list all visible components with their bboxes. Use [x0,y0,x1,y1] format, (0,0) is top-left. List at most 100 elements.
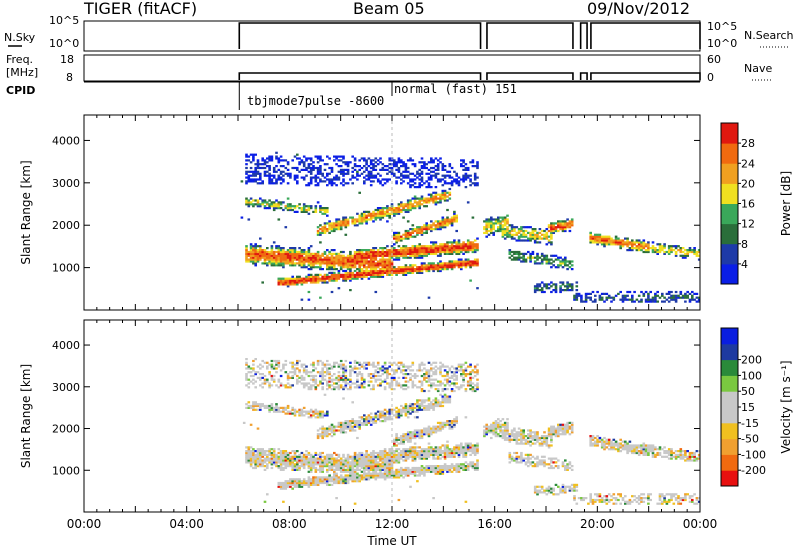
velocity-cell [259,450,262,453]
velocity-cell [319,410,322,413]
power-cell [457,249,461,252]
power-cell [450,260,454,263]
velocity-cell [360,461,364,464]
power-cell [418,168,421,171]
power-cell [476,166,479,170]
velocity-cell [406,474,410,477]
power-cell [296,258,299,261]
power-cell [409,233,412,236]
power-cell [411,184,415,187]
velocity-cell [263,457,267,460]
power-cell [259,245,262,248]
power-cell [434,191,438,194]
power-cell [307,273,311,276]
power-cell [423,252,426,255]
power-cell [434,243,438,246]
velocity-cell [302,382,306,385]
velocity-cell [363,466,366,470]
power-cell [344,258,348,261]
power-cell [397,250,401,254]
power-cell [670,294,673,297]
power-cell [552,228,555,231]
power-cell [402,237,405,240]
power-cell [282,159,285,162]
velocity-cell [358,468,361,471]
power-cell [388,157,391,160]
power-cell [453,264,456,267]
velocity-cell [344,478,348,481]
velocity-cell [305,481,308,485]
velocity-cell [356,361,359,364]
power-cell [686,250,689,254]
velocity-cell [337,466,341,470]
power-cell [277,174,281,177]
power-cell [330,180,334,183]
power-cell [319,205,322,208]
power-cell [430,170,433,173]
velocity-cell [339,466,343,470]
power-cell [600,235,604,238]
velocity-cell [404,408,408,411]
power-cell [453,250,456,254]
power-cell [393,249,396,252]
power-cell [614,235,618,238]
power-cell [259,237,262,240]
power-cell [427,178,431,181]
power-cell [369,254,373,257]
velocity-cell [337,478,341,481]
velocity-cell [339,461,343,464]
power-cell [402,273,405,276]
velocity-cell [406,404,410,408]
velocity-cell [409,468,412,471]
velocity-cell [349,474,352,477]
power-cell [254,174,257,177]
power-cell [256,249,260,252]
power-cell [406,176,410,179]
power-cell [524,258,528,261]
freq-label: Freq. [6,53,34,66]
power-cell [337,271,341,274]
power-cell [344,224,348,227]
power-cell [533,289,537,292]
velocity-cell [367,361,371,364]
power-cell [314,208,318,212]
velocity-cell [270,457,274,460]
velocity-cell [279,384,283,387]
power-cell [633,247,636,250]
power-cell [473,182,477,185]
velocity-cell [339,427,343,430]
power-cell [316,250,320,254]
velocity-cell [393,408,396,411]
velocity-cell [402,376,405,379]
velocity-cell [259,459,262,462]
power-cell [508,224,512,227]
power-cell [397,258,401,261]
velocity-cell [296,410,299,413]
power-cell [695,296,699,299]
velocity-cell [344,359,348,363]
power-cell [353,163,357,166]
power-cell [411,205,415,208]
velocity-cell [374,455,378,458]
power-cell [663,243,666,246]
power-cell [247,199,251,202]
velocity-cell [356,468,359,471]
power-cell [383,269,387,273]
velocity-cell [298,457,301,460]
power-cell [372,258,375,261]
power-cell [305,250,308,254]
power-cell [476,258,479,261]
power-cell [314,205,318,208]
power-cell [527,250,530,254]
power-cell [450,180,454,183]
velocity-cell [386,463,389,466]
power-cell [393,254,396,257]
power-cell [409,180,412,183]
power-cell [441,166,445,170]
power-cell [418,226,421,229]
velocity-cell [363,472,366,475]
velocity-cell [383,463,387,466]
velocity-cell [356,384,359,387]
power-cell [432,166,435,170]
velocity-cell [402,365,405,368]
